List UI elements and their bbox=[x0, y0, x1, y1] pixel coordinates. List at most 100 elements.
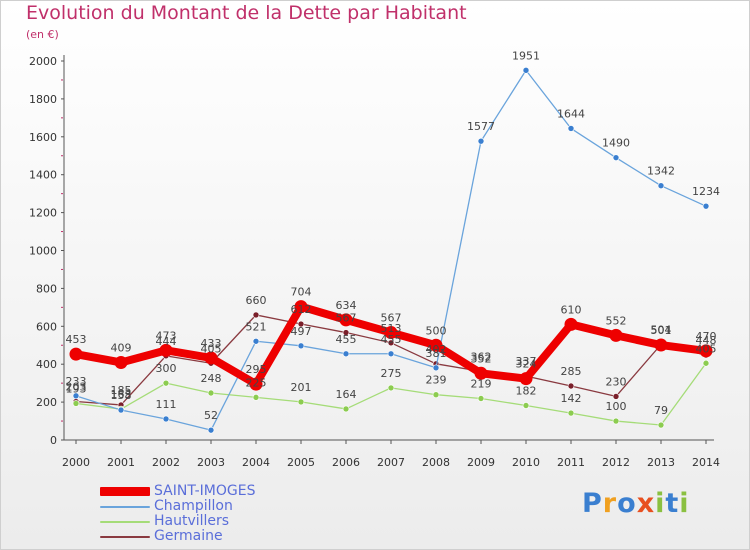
data-point-germaine bbox=[297, 320, 305, 328]
data-label-hautvillers: 182 bbox=[516, 385, 537, 398]
data-label-champillon: 1577 bbox=[467, 120, 495, 133]
data-point-champillon bbox=[522, 66, 530, 74]
x-tick-label: 2001 bbox=[107, 456, 135, 469]
logo-letter: i bbox=[679, 488, 690, 519]
data-label-saint-imoges: 324 bbox=[516, 358, 537, 371]
data-point-champillon bbox=[702, 202, 710, 210]
x-tick-label: 2000 bbox=[62, 456, 90, 469]
data-point-champillon bbox=[207, 426, 215, 434]
data-point-champillon bbox=[72, 392, 80, 400]
data-label-saint-imoges: 409 bbox=[111, 341, 132, 354]
data-label-germaine: 337 bbox=[516, 355, 537, 368]
legend-label-champillon: Champillon bbox=[154, 498, 233, 514]
data-point-hautvillers bbox=[297, 398, 305, 406]
data-label-germaine: 660 bbox=[246, 294, 267, 307]
data-label-germaine: 362 bbox=[471, 350, 492, 363]
data-point-hautvillers bbox=[387, 384, 395, 392]
data-point-hautvillers bbox=[702, 359, 710, 367]
data-label-germaine: 402 bbox=[426, 343, 447, 356]
data-point-champillon bbox=[342, 350, 350, 358]
data-label-saint-imoges: 473 bbox=[156, 329, 177, 342]
data-point-saint-imoges bbox=[609, 328, 623, 342]
y-tick-label: 1400 bbox=[29, 169, 57, 182]
y-tick-label: 1600 bbox=[29, 131, 57, 144]
data-point-saint-imoges bbox=[114, 355, 128, 369]
data-label-germaine: 504 bbox=[651, 323, 672, 336]
data-label-hautvillers: 164 bbox=[336, 388, 357, 401]
data-label-champillon: 521 bbox=[246, 320, 267, 333]
data-label-hautvillers: 193 bbox=[66, 382, 87, 395]
legend-label-germaine: Germaine bbox=[154, 528, 223, 544]
data-label-hautvillers: 219 bbox=[471, 377, 492, 390]
data-point-hautvillers bbox=[612, 417, 620, 425]
data-label-germaine: 185 bbox=[111, 384, 132, 397]
data-label-saint-imoges: 704 bbox=[291, 286, 312, 299]
data-label-germaine: 444 bbox=[156, 335, 177, 348]
data-point-saint-imoges bbox=[519, 372, 533, 386]
data-label-hautvillers: 79 bbox=[654, 404, 668, 417]
data-label-hautvillers: 142 bbox=[561, 392, 582, 405]
data-label-saint-imoges: 470 bbox=[696, 330, 717, 343]
data-label-germaine: 405 bbox=[201, 342, 222, 355]
data-label-saint-imoges: 567 bbox=[381, 312, 402, 325]
data-label-champillon: 1234 bbox=[692, 185, 720, 198]
x-tick-label: 2002 bbox=[152, 456, 180, 469]
y-tick-label: 600 bbox=[36, 320, 57, 333]
data-label-germaine: 513 bbox=[381, 322, 402, 335]
data-point-hautvillers bbox=[162, 379, 170, 387]
x-tick-label: 2005 bbox=[287, 456, 315, 469]
x-tick-label: 2009 bbox=[467, 456, 495, 469]
data-point-saint-imoges bbox=[339, 313, 353, 327]
data-label-hautvillers: 239 bbox=[426, 374, 447, 387]
data-point-hautvillers bbox=[432, 391, 440, 399]
data-label-hautvillers: 248 bbox=[201, 372, 222, 385]
logo-letter: r bbox=[602, 488, 618, 519]
data-point-hautvillers bbox=[207, 389, 215, 397]
x-tick-label: 2010 bbox=[512, 456, 540, 469]
data-label-hautvillers: 100 bbox=[606, 400, 627, 413]
data-point-champillon bbox=[387, 350, 395, 358]
x-tick-label: 2003 bbox=[197, 456, 225, 469]
logo-letter: o bbox=[617, 488, 637, 519]
x-tick-label: 2013 bbox=[647, 456, 675, 469]
data-label-germaine: 203 bbox=[66, 381, 87, 394]
data-point-hautvillers bbox=[252, 394, 260, 401]
data-point-hautvillers bbox=[477, 395, 485, 402]
data-label-champillon: 233 bbox=[66, 375, 87, 388]
legend-label-hautvillers: Hautvillers bbox=[154, 513, 230, 529]
x-tick-label: 2004 bbox=[242, 456, 270, 469]
legend-swatch-saint-imoges bbox=[100, 487, 150, 496]
data-label-champillon: 455 bbox=[336, 333, 357, 346]
data-label-hautvillers: 163 bbox=[111, 388, 132, 401]
y-tick-label: 1000 bbox=[29, 245, 57, 258]
data-label-hautvillers: 405 bbox=[696, 342, 717, 355]
chart-title: Evolution du Montant de la Dette par Hab… bbox=[26, 2, 467, 24]
logo-letter: x bbox=[636, 488, 656, 519]
data-label-champillon: 1951 bbox=[512, 49, 540, 62]
x-tick-label: 2008 bbox=[422, 456, 450, 469]
x-tick-label: 2007 bbox=[377, 456, 405, 469]
data-label-saint-imoges: 552 bbox=[606, 314, 627, 327]
data-label-hautvillers: 300 bbox=[156, 362, 177, 375]
data-point-saint-imoges bbox=[384, 326, 398, 340]
chart-subtitle: (en €) bbox=[26, 28, 59, 41]
data-point-champillon bbox=[567, 125, 575, 132]
data-label-champillon: 1342 bbox=[647, 165, 675, 178]
data-point-saint-imoges bbox=[429, 338, 443, 352]
data-label-hautvillers: 225 bbox=[246, 376, 267, 389]
data-label-saint-imoges: 501 bbox=[651, 324, 672, 337]
legend-label-saint-imoges: SAINT-IMOGES bbox=[154, 483, 256, 499]
data-point-saint-imoges bbox=[699, 344, 713, 358]
data-label-champillon: 1490 bbox=[602, 137, 630, 150]
data-label-germaine: 285 bbox=[561, 365, 582, 378]
data-label-hautvillers: 275 bbox=[381, 367, 402, 380]
data-point-germaine bbox=[342, 329, 350, 336]
data-label-saint-imoges: 500 bbox=[426, 324, 447, 337]
y-tick-label: 400 bbox=[36, 358, 57, 371]
data-label-champillon: 497 bbox=[291, 325, 312, 338]
data-label-saint-imoges: 634 bbox=[336, 299, 357, 312]
data-label-saint-imoges: 433 bbox=[201, 337, 222, 350]
data-label-hautvillers: 201 bbox=[291, 381, 312, 394]
data-point-germaine bbox=[387, 339, 395, 347]
data-point-hautvillers bbox=[522, 402, 530, 409]
